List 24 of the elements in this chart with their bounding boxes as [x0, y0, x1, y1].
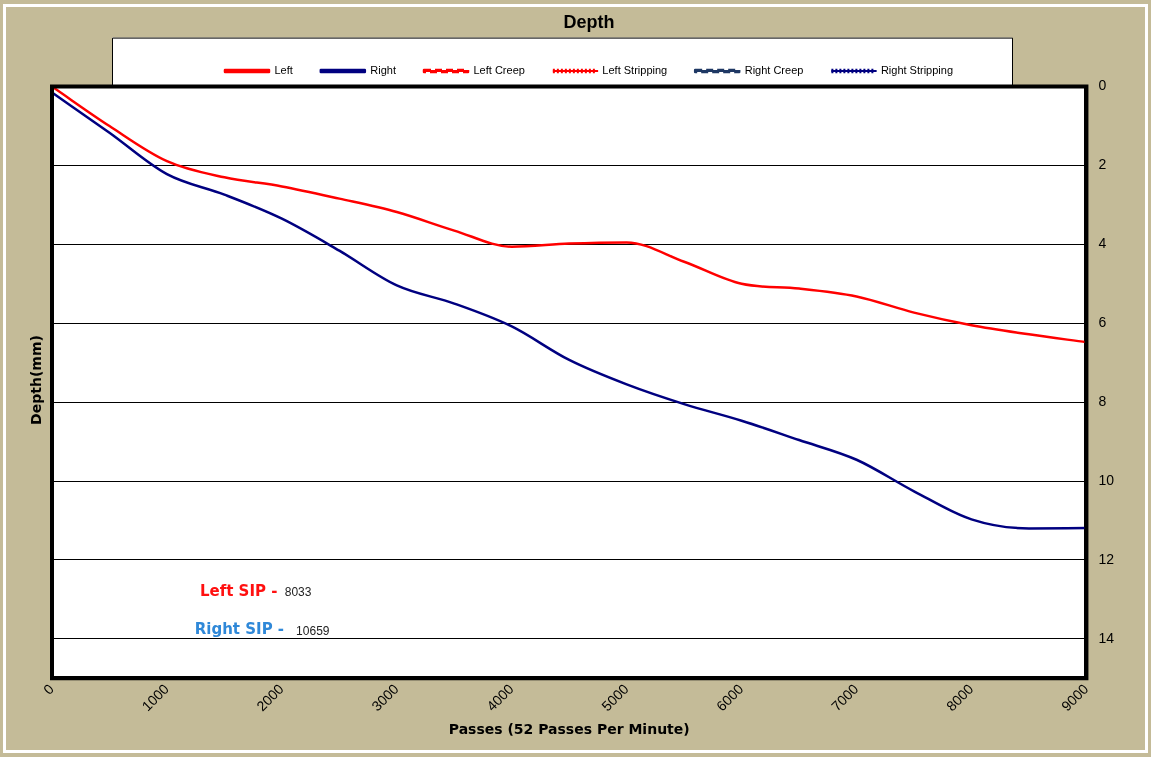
line-series — [52, 91, 1087, 530]
y-tick-label: 10 — [1098, 471, 1115, 488]
legend-label: Right Creep — [744, 64, 804, 77]
chart-title: Depth — [563, 11, 615, 32]
y-axis-title: Depth(mm) — [28, 335, 44, 425]
annotation: 10659 — [296, 624, 330, 639]
y-tick-label: 12 — [1098, 550, 1115, 567]
y-tick-label: 0 — [1098, 77, 1107, 94]
legend-label: Right Stripping — [880, 64, 954, 77]
y-tick-label: 14 — [1098, 629, 1115, 646]
annotation: 8033 — [284, 584, 312, 599]
y-tick-label: 4 — [1098, 235, 1107, 252]
legend-label: Right — [370, 64, 397, 77]
x-tick-label: 0 — [40, 680, 57, 698]
x-axis-title: Passes (52 Passes Per Minute) — [448, 721, 690, 738]
line-series — [52, 86, 1087, 344]
y-tick-label: 6 — [1098, 314, 1107, 331]
annotation: Left SIP - — [199, 582, 278, 601]
legend-label: Left Creep — [473, 64, 525, 77]
y-tick-label: 2 — [1098, 156, 1107, 173]
legend-label: Left Stripping — [602, 64, 668, 77]
annotation: Right SIP - — [194, 619, 285, 638]
legend-label: Left — [274, 64, 293, 77]
y-tick-label: 8 — [1098, 393, 1107, 410]
